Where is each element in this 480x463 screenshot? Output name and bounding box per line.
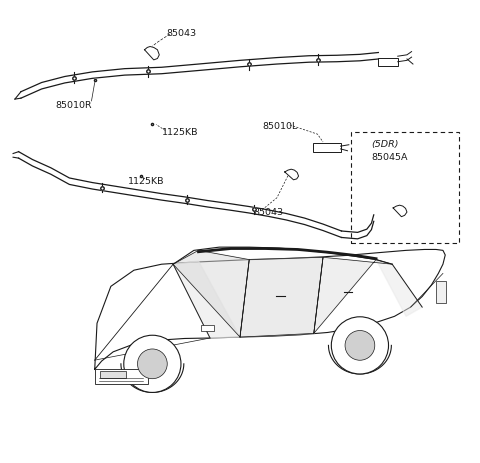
Text: 85045A: 85045A [372, 152, 408, 162]
Bar [436, 282, 446, 304]
Circle shape [124, 336, 181, 393]
Text: 85043: 85043 [166, 29, 196, 38]
Polygon shape [393, 206, 407, 217]
Polygon shape [173, 262, 240, 338]
Text: (5DR): (5DR) [372, 139, 399, 149]
Bar [378, 59, 398, 67]
Circle shape [137, 349, 167, 379]
Polygon shape [285, 170, 299, 181]
Polygon shape [376, 260, 422, 317]
Text: 85010L: 85010L [262, 122, 298, 131]
Polygon shape [144, 47, 159, 61]
Bar [95, 369, 148, 384]
Circle shape [345, 331, 375, 361]
Text: 1125KB: 1125KB [162, 128, 198, 137]
Text: 85043: 85043 [254, 207, 284, 216]
Bar [313, 144, 340, 152]
Text: 85010R: 85010R [56, 100, 92, 109]
Circle shape [331, 317, 388, 374]
Text: 1125KB: 1125KB [128, 176, 165, 185]
Bar [351, 132, 459, 243]
Polygon shape [240, 258, 323, 338]
Bar [100, 371, 126, 378]
Bar [201, 325, 214, 332]
Polygon shape [314, 258, 392, 334]
Polygon shape [173, 251, 249, 338]
